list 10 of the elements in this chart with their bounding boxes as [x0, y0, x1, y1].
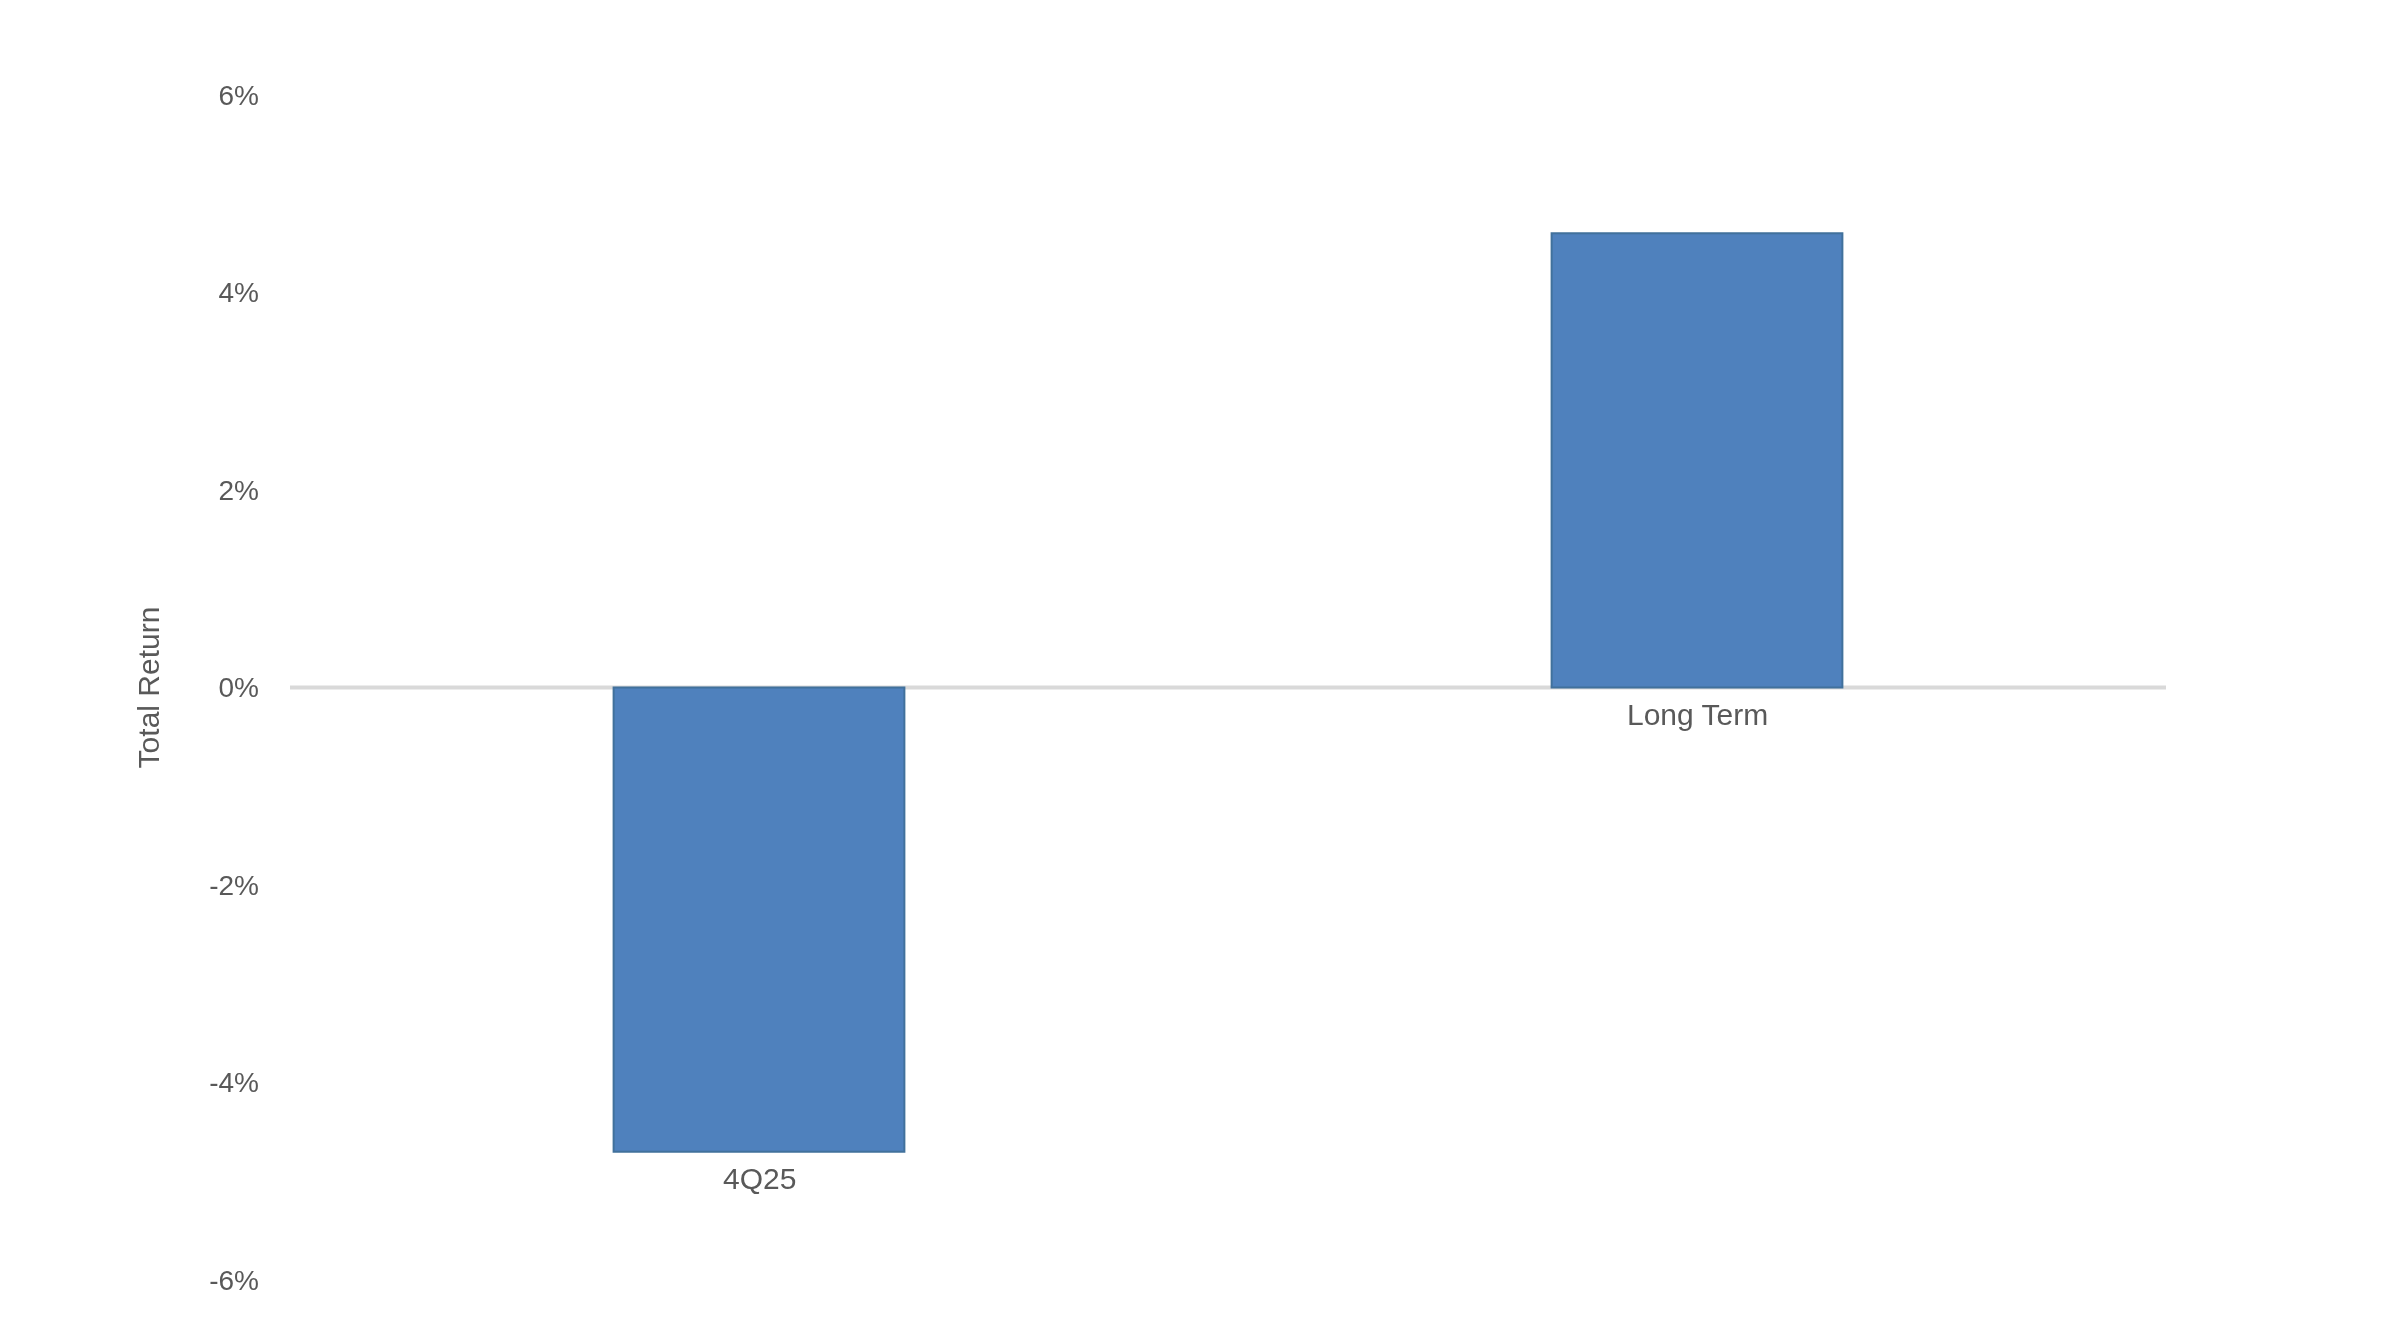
x-tick-label: 4Q25: [723, 1162, 797, 1195]
y-tick-label: -2%: [209, 869, 259, 901]
y-tick-label: 4%: [218, 277, 259, 309]
y-tick-label: 2%: [218, 474, 259, 506]
y-tick-label: 0%: [218, 672, 259, 704]
x-tick-label: Long Term: [1627, 698, 1769, 731]
y-axis-title: Total Return: [132, 606, 166, 769]
y-tick-label: -6%: [209, 1264, 259, 1296]
y-tick-label: -4%: [209, 1067, 259, 1099]
y-tick-label: 6%: [218, 79, 259, 111]
